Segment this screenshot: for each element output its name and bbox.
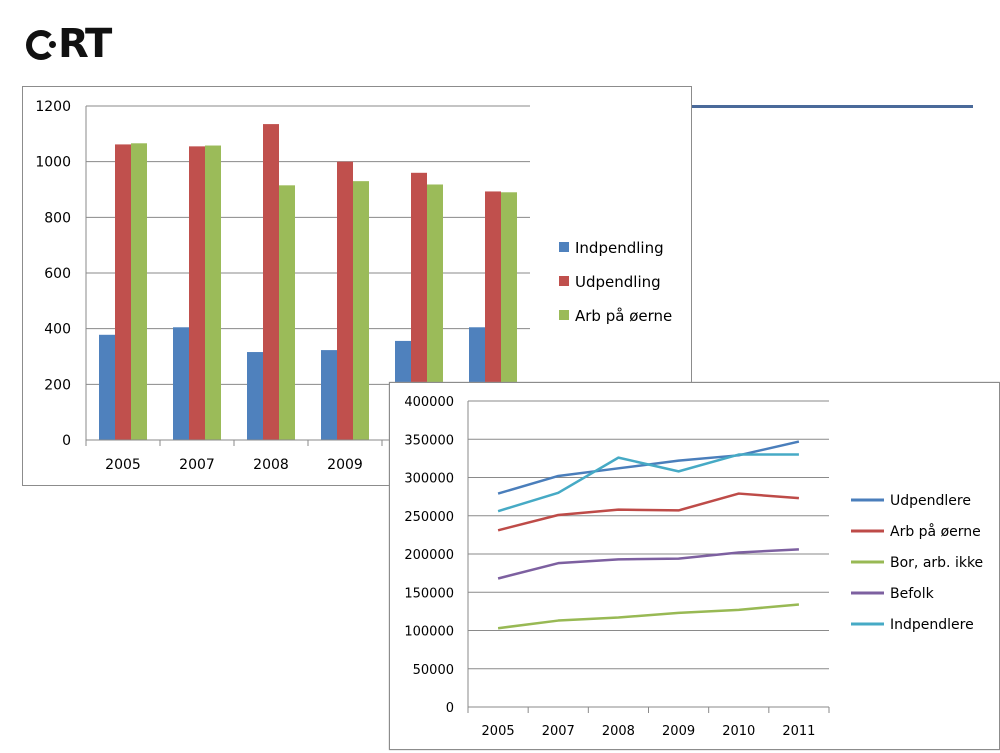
series-line-indpendlere (497, 453, 799, 513)
bar-udpendling (115, 144, 131, 440)
legend-swatch (559, 310, 569, 320)
y-tick-label: 600 (44, 266, 71, 282)
y-tick-label: 200000 (404, 548, 454, 563)
y-tick-label: 150000 (404, 586, 454, 601)
legend-label: Indpendling (575, 239, 664, 257)
x-tick-label: 2009 (662, 724, 695, 739)
legend-label: Arb på øerne (575, 307, 672, 325)
y-tick-label: 0 (446, 701, 454, 716)
legend-label: Arb på øerne (890, 523, 981, 540)
line-chart-panel: 0 50000 100000 150000 200000 250000 300000 3500… (389, 382, 1000, 750)
x-tick-label: 2008 (253, 457, 289, 473)
legend-label: Udpendling (575, 273, 661, 291)
bar-arb-p-erne (131, 143, 147, 440)
y-tick-label: 100000 (404, 625, 454, 640)
x-tick-label: 2011 (782, 724, 815, 739)
legend-label: Befolk (890, 586, 935, 602)
x-tick-label: 2007 (179, 457, 215, 473)
bar-arb-p-erne (353, 181, 369, 440)
legend-label: Indpendlere (890, 617, 974, 633)
y-tick-label: 800 (44, 210, 71, 226)
bar-indpendling (247, 352, 263, 440)
y-tick-label: 350000 (404, 433, 454, 448)
x-tick-label: 2010 (722, 724, 755, 739)
legend-swatch (559, 242, 569, 252)
series-line-befolk (497, 548, 799, 580)
y-tick-label: 250000 (404, 510, 454, 525)
bar-udpendling (411, 172, 427, 441)
bar-arb-p-erne (427, 184, 443, 440)
y-tick-label: 1000 (35, 155, 71, 171)
bar-indpendling (173, 327, 189, 440)
x-tick-label: 2008 (602, 724, 635, 739)
bar-indpendling (321, 350, 337, 440)
y-tick-label: 400 (44, 322, 71, 338)
bar-udpendling (263, 124, 279, 440)
x-tick-label: 2005 (105, 457, 141, 473)
bar-indpendling (99, 334, 115, 440)
bar-udpendling (189, 146, 205, 440)
x-tick-label: 2007 (542, 724, 575, 739)
x-tick-label: 2009 (327, 457, 363, 473)
series-line-bor-arb-ikke (497, 603, 800, 630)
legend-label: Bor, arb. ikke (890, 555, 983, 571)
logo-letters: RT (58, 21, 112, 67)
bar-arb-p-erne (279, 185, 295, 440)
y-tick-label: 400000 (404, 395, 454, 410)
bar-arb-p-erne (501, 192, 517, 440)
x-tick-label: 2005 (482, 724, 515, 739)
y-tick-label: 200 (44, 377, 71, 393)
bar-arb-p-erne (205, 145, 221, 441)
crt-logo: RT (26, 21, 112, 67)
bar-udpendling (485, 191, 501, 440)
bar-chart-panel: 0200400600800100012002005200720082009201… (22, 86, 692, 486)
y-tick-label: 50000 (413, 663, 454, 678)
accent-line (692, 105, 973, 108)
series-line-udpendlere (497, 440, 800, 495)
line-chart: 0 50000 100000 150000 200000 250000 300000 3500… (404, 395, 983, 739)
y-tick-label: 0 (62, 433, 71, 449)
legend-swatch (559, 276, 569, 286)
logo-c-mark (26, 30, 56, 60)
y-tick-label: 1200 (35, 99, 71, 115)
series-line-arb-p-erne (497, 492, 800, 532)
bar-udpendling (337, 161, 353, 440)
legend-label: Udpendlere (890, 493, 971, 509)
y-tick-label: 300000 (404, 472, 454, 487)
